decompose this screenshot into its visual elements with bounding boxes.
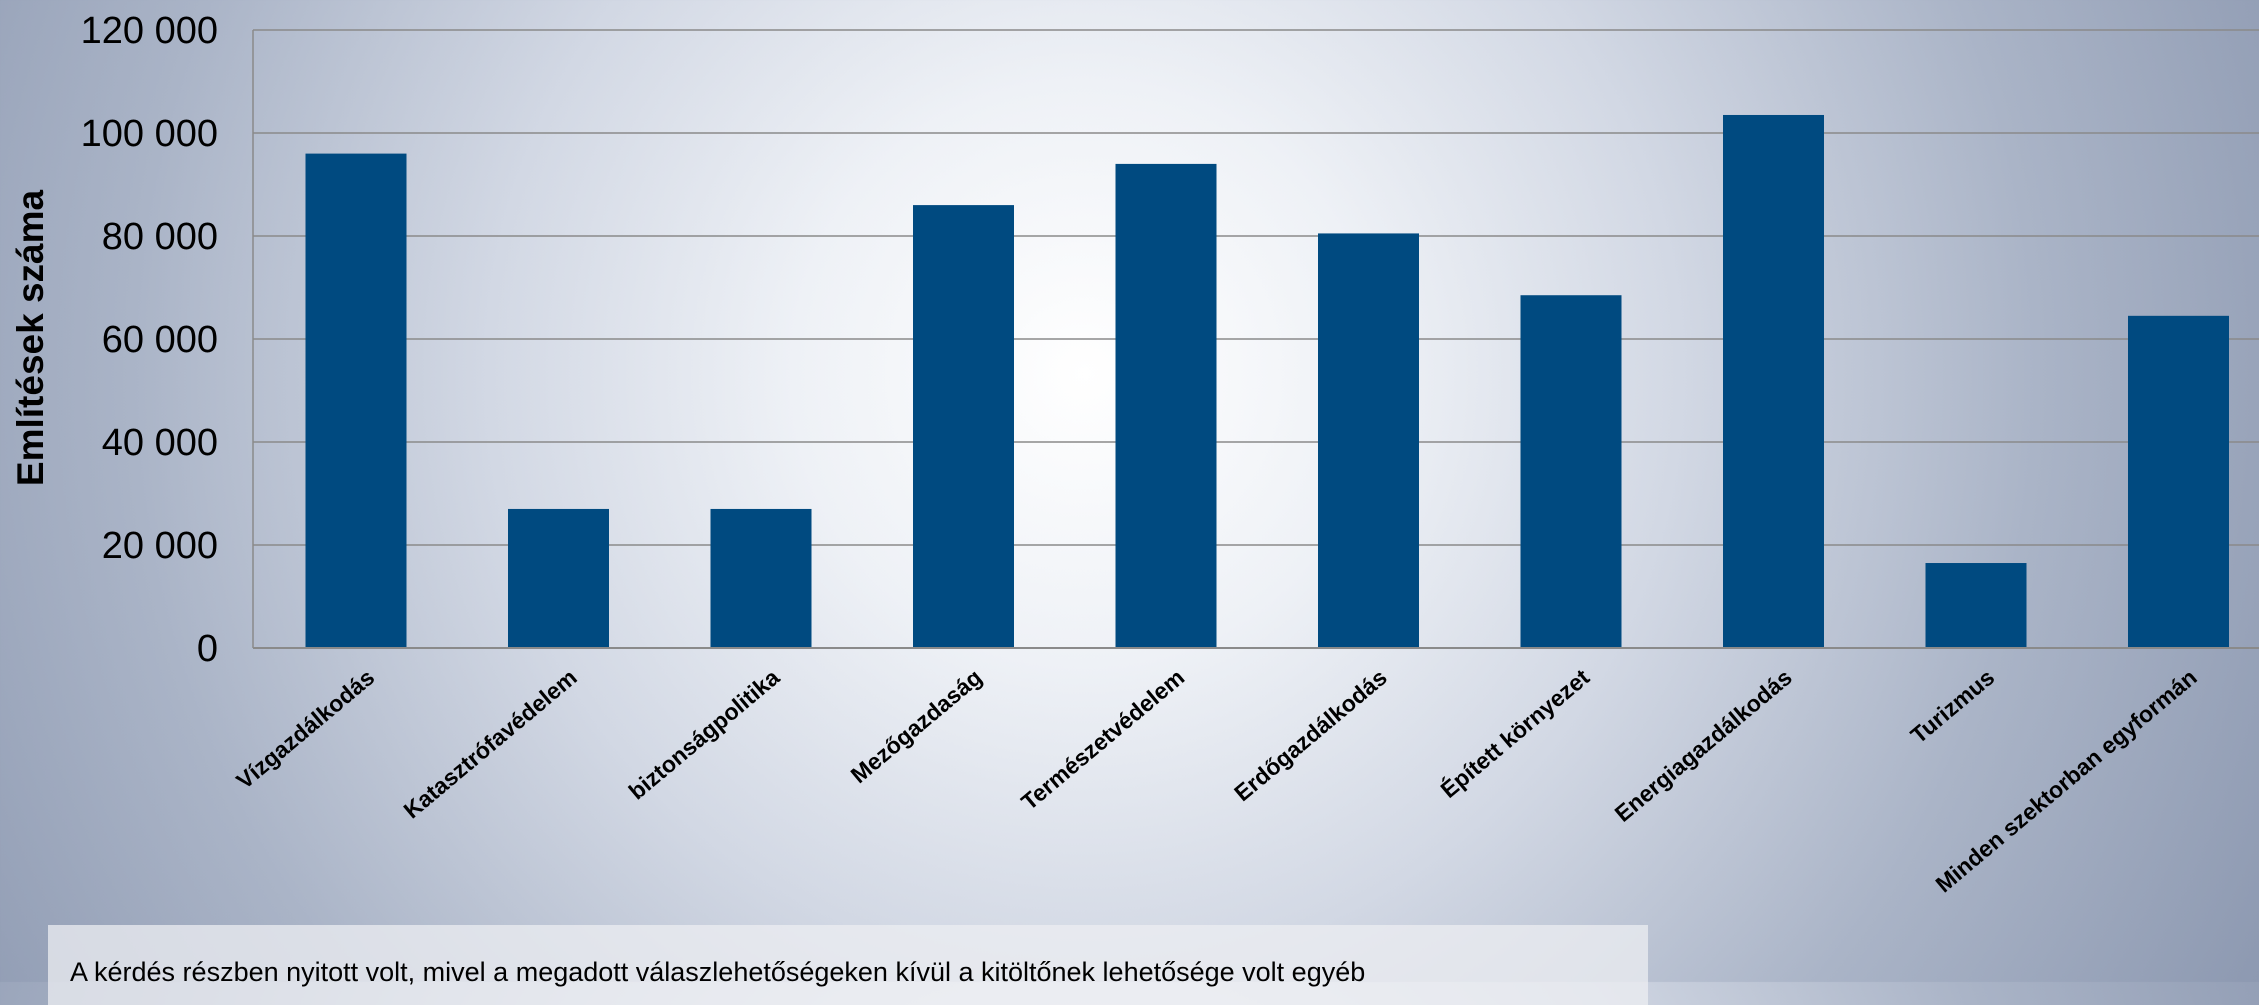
y-axis-label: Említések száma (10, 189, 51, 486)
bar (305, 153, 407, 648)
x-tick-label: Katasztrófavédelem (399, 664, 582, 824)
y-tick-label: 20 000 (102, 525, 218, 567)
y-tick-label: 60 000 (102, 319, 218, 361)
footnote: A kérdés részben nyitott volt, mivel a m… (48, 925, 1648, 1005)
y-tick-label: 100 000 (81, 113, 218, 155)
x-tick-label: Erdőgazdálkodás (1229, 664, 1392, 806)
x-tick-label: Mezőgazdaság (846, 664, 987, 788)
x-axis-ticks: Vízgazdálkodás Katasztrófavédelem biztonsá… (231, 663, 2201, 897)
x-tick-label: biztonságpolitika (624, 664, 785, 805)
x-tick-label: Természetvédelem (1016, 664, 1189, 815)
bar (508, 508, 609, 648)
gridlines (252, 29, 2259, 648)
y-tick-label: 80 000 (102, 216, 218, 258)
bar (913, 205, 1014, 648)
y-tick-label: 40 000 (102, 422, 218, 464)
bar (1520, 295, 1622, 648)
bar (2128, 315, 2229, 648)
x-tick-label: Energiagazdálkodás (1610, 664, 1797, 827)
bar (1723, 114, 1824, 649)
bar (710, 508, 812, 648)
y-tick-label: 0 (197, 628, 218, 670)
x-tick-label: Épített környezet (1435, 663, 1595, 803)
y-axis-ticks: 0 20 000 40 000 60 000 80 000 100 000 120 000 (81, 10, 218, 670)
y-tick-label: 120 000 (81, 10, 218, 52)
x-tick-label: Turizmus (1905, 664, 1999, 749)
bar (1925, 563, 2027, 648)
bar (1115, 163, 1217, 648)
x-tick-label: Vízgazdálkodás (231, 664, 379, 794)
bar (1318, 233, 1419, 649)
bars (305, 114, 2229, 649)
